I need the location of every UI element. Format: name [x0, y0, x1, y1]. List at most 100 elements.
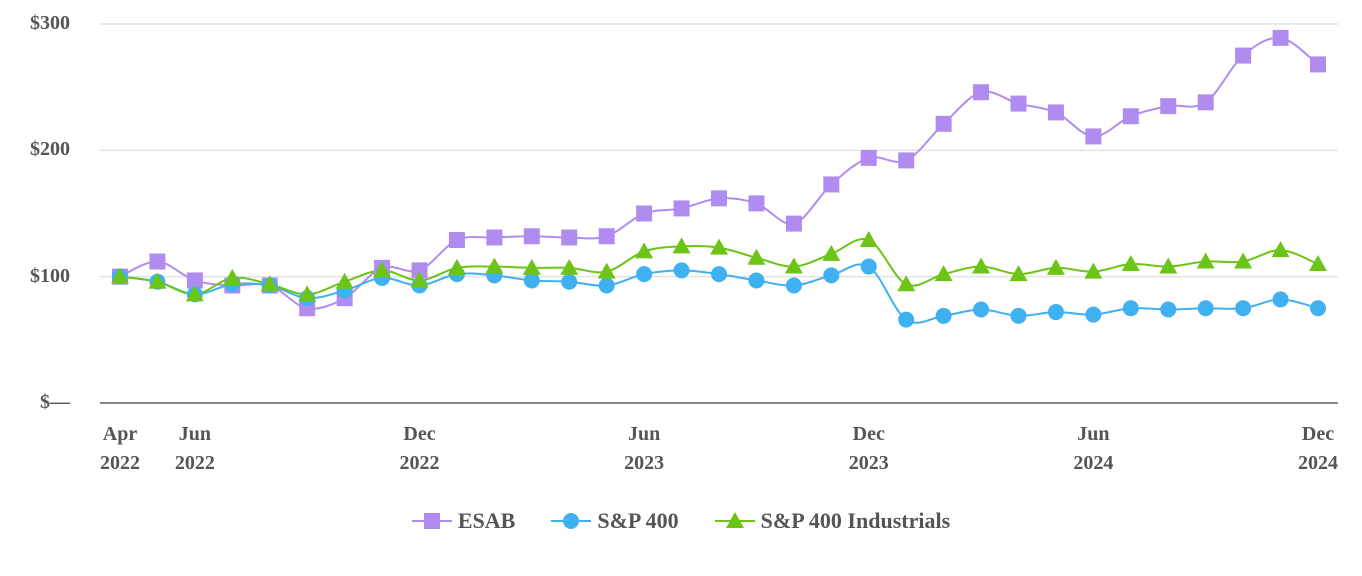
marker	[1197, 300, 1214, 317]
legend-label: ESAB	[457, 508, 516, 533]
marker	[725, 512, 744, 528]
marker	[785, 215, 802, 232]
marker	[934, 265, 953, 282]
marker	[411, 262, 428, 279]
marker	[636, 205, 653, 222]
marker	[410, 271, 429, 288]
marker	[1196, 252, 1215, 269]
legend-label: S&P 400	[597, 508, 679, 533]
marker	[448, 232, 465, 249]
marker	[672, 237, 691, 254]
marker	[1047, 104, 1064, 121]
marker	[186, 272, 203, 289]
marker	[522, 258, 541, 275]
legend-swatch	[714, 512, 755, 528]
marker	[561, 273, 578, 290]
marker	[898, 152, 915, 169]
marker	[673, 200, 690, 217]
y-tick-label: $300	[30, 12, 70, 34]
x-tick-label: Jun 2023	[624, 423, 665, 474]
marker	[111, 267, 129, 284]
marker	[898, 311, 915, 328]
marker	[185, 285, 204, 302]
marker	[1309, 255, 1327, 272]
marker	[523, 272, 540, 289]
x-tick-label: Apr 2022	[100, 423, 140, 474]
marker	[1234, 252, 1253, 269]
x-tick-label: Jun 2022	[174, 423, 215, 474]
marker	[1009, 265, 1028, 282]
marker	[711, 266, 727, 283]
x-tick-label: Jun 2024	[1073, 423, 1114, 474]
marker	[785, 277, 802, 294]
marker	[485, 257, 504, 274]
marker	[748, 195, 765, 212]
marker	[822, 244, 841, 261]
marker	[423, 513, 440, 529]
x-tick-label: Dec 2022	[399, 423, 440, 474]
marker	[860, 258, 877, 275]
marker	[597, 262, 616, 279]
marker	[1159, 257, 1178, 274]
legend-item: S&P 400 Industrials	[714, 508, 951, 534]
marker	[972, 257, 991, 274]
marker	[523, 228, 540, 245]
marker	[897, 275, 916, 292]
marker	[1272, 29, 1289, 46]
marker	[1160, 98, 1177, 115]
marker	[823, 267, 840, 284]
marker	[563, 513, 580, 529]
marker	[1160, 301, 1177, 318]
marker	[1085, 306, 1102, 323]
marker	[1085, 128, 1102, 145]
marker	[784, 257, 803, 274]
marker	[598, 277, 615, 294]
marker	[1271, 241, 1290, 258]
marker	[148, 272, 167, 289]
marker	[598, 228, 615, 245]
marker	[1310, 300, 1326, 317]
legend: ESAB S&P 400 S&P 400 Industrials	[0, 508, 1362, 534]
marker	[1121, 255, 1140, 272]
marker	[260, 275, 279, 292]
marker	[298, 285, 317, 302]
marker	[373, 261, 392, 278]
marker	[149, 253, 166, 270]
legend-swatch	[551, 513, 592, 529]
marker	[935, 307, 952, 324]
marker	[635, 242, 654, 259]
marker	[560, 258, 579, 275]
x-tick-label: Dec 2024	[1298, 423, 1338, 474]
y-tick-label: $200	[30, 138, 70, 161]
legend-swatch	[411, 513, 452, 529]
marker	[1272, 291, 1289, 308]
marker	[447, 258, 466, 275]
marker	[710, 238, 728, 255]
marker	[1122, 300, 1139, 317]
marker	[747, 248, 766, 265]
marker	[1235, 47, 1252, 64]
marker	[486, 229, 503, 246]
marker	[673, 262, 690, 279]
marker	[973, 301, 990, 318]
marker	[1310, 56, 1326, 73]
legend-label: S&P 400 Industrials	[760, 508, 951, 533]
marker	[1122, 108, 1139, 125]
marker	[859, 231, 878, 248]
marker	[1235, 300, 1252, 317]
marker	[561, 229, 578, 246]
legend-item: S&P 400	[551, 508, 679, 534]
marker	[1047, 304, 1064, 321]
y-tick-label: $100	[30, 264, 70, 287]
y-tick-label: $—	[40, 391, 70, 413]
marker	[223, 268, 242, 285]
marker	[1010, 307, 1027, 324]
marker	[1046, 258, 1065, 275]
marker	[1010, 95, 1027, 112]
marker	[711, 190, 727, 207]
x-tick-label: Dec 2023	[848, 423, 889, 474]
legend-item: ESAB	[411, 508, 516, 534]
marker	[823, 176, 840, 193]
